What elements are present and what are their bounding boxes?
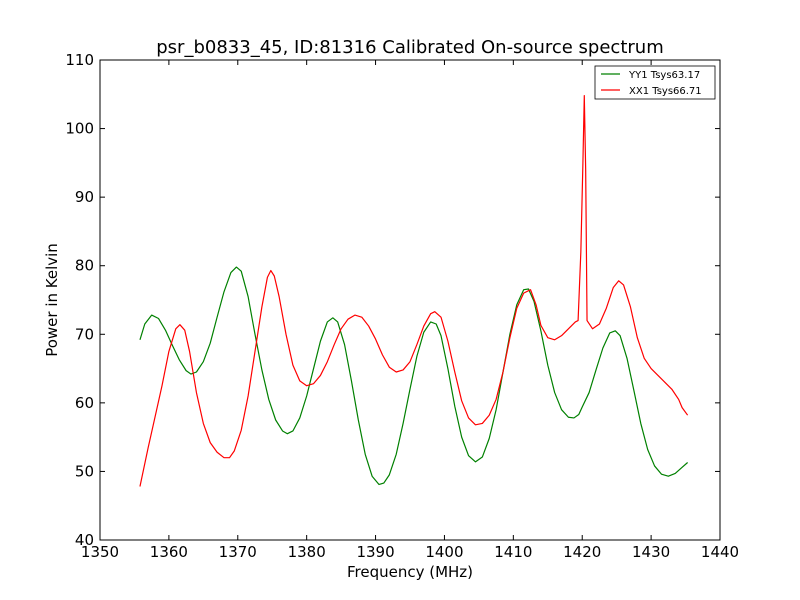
ticks-layer: 1350 1360 1370 1380 1390 1400 1410 1420 1430 1440… [65,51,739,561]
x-tick-label: 1420 [563,543,601,561]
x-tick-label: 1410 [494,543,532,561]
y-tick-label: 100 [65,120,94,138]
x-axis-label: Frequency (MHz) [347,563,473,581]
series-line-xx1 [139,95,689,487]
legend-label-xx1: XX1 Tsys66.71 [629,86,702,97]
legend: YY1 Tsys63.17 XX1 Tsys66.71 [594,65,716,100]
y-tick-label: 70 [75,325,94,343]
series-line-yy1 [139,266,689,486]
x-tick-label: 1370 [219,543,257,561]
x-tick-label: 1390 [356,543,394,561]
y-tick-label: 90 [75,188,94,206]
y-tick-label: 50 [75,462,94,480]
y-tick-label: 80 [75,257,94,275]
legend-label-yy1: YY1 Tsys63.17 [628,70,700,81]
y-tick-label: 110 [65,51,94,69]
y-tick-label: 60 [75,394,94,412]
plot-area [100,60,720,540]
x-tick-label: 1400 [425,543,463,561]
x-tick-label: 1350 [81,543,119,561]
y-tick-label: 40 [75,531,94,549]
x-tick-label: 1430 [632,543,670,561]
x-tick-label: 1440 [701,543,739,561]
x-tick-label: 1360 [150,543,188,561]
series-layer [139,95,689,487]
plot-frame [99,59,721,541]
legend-box [594,65,716,100]
x-tick-label: 1380 [288,543,326,561]
y-axis-label: Power in Kelvin [43,243,61,357]
chart-title: psr_b0833_45, ID:81316 Calibrated On-sou… [156,37,663,58]
